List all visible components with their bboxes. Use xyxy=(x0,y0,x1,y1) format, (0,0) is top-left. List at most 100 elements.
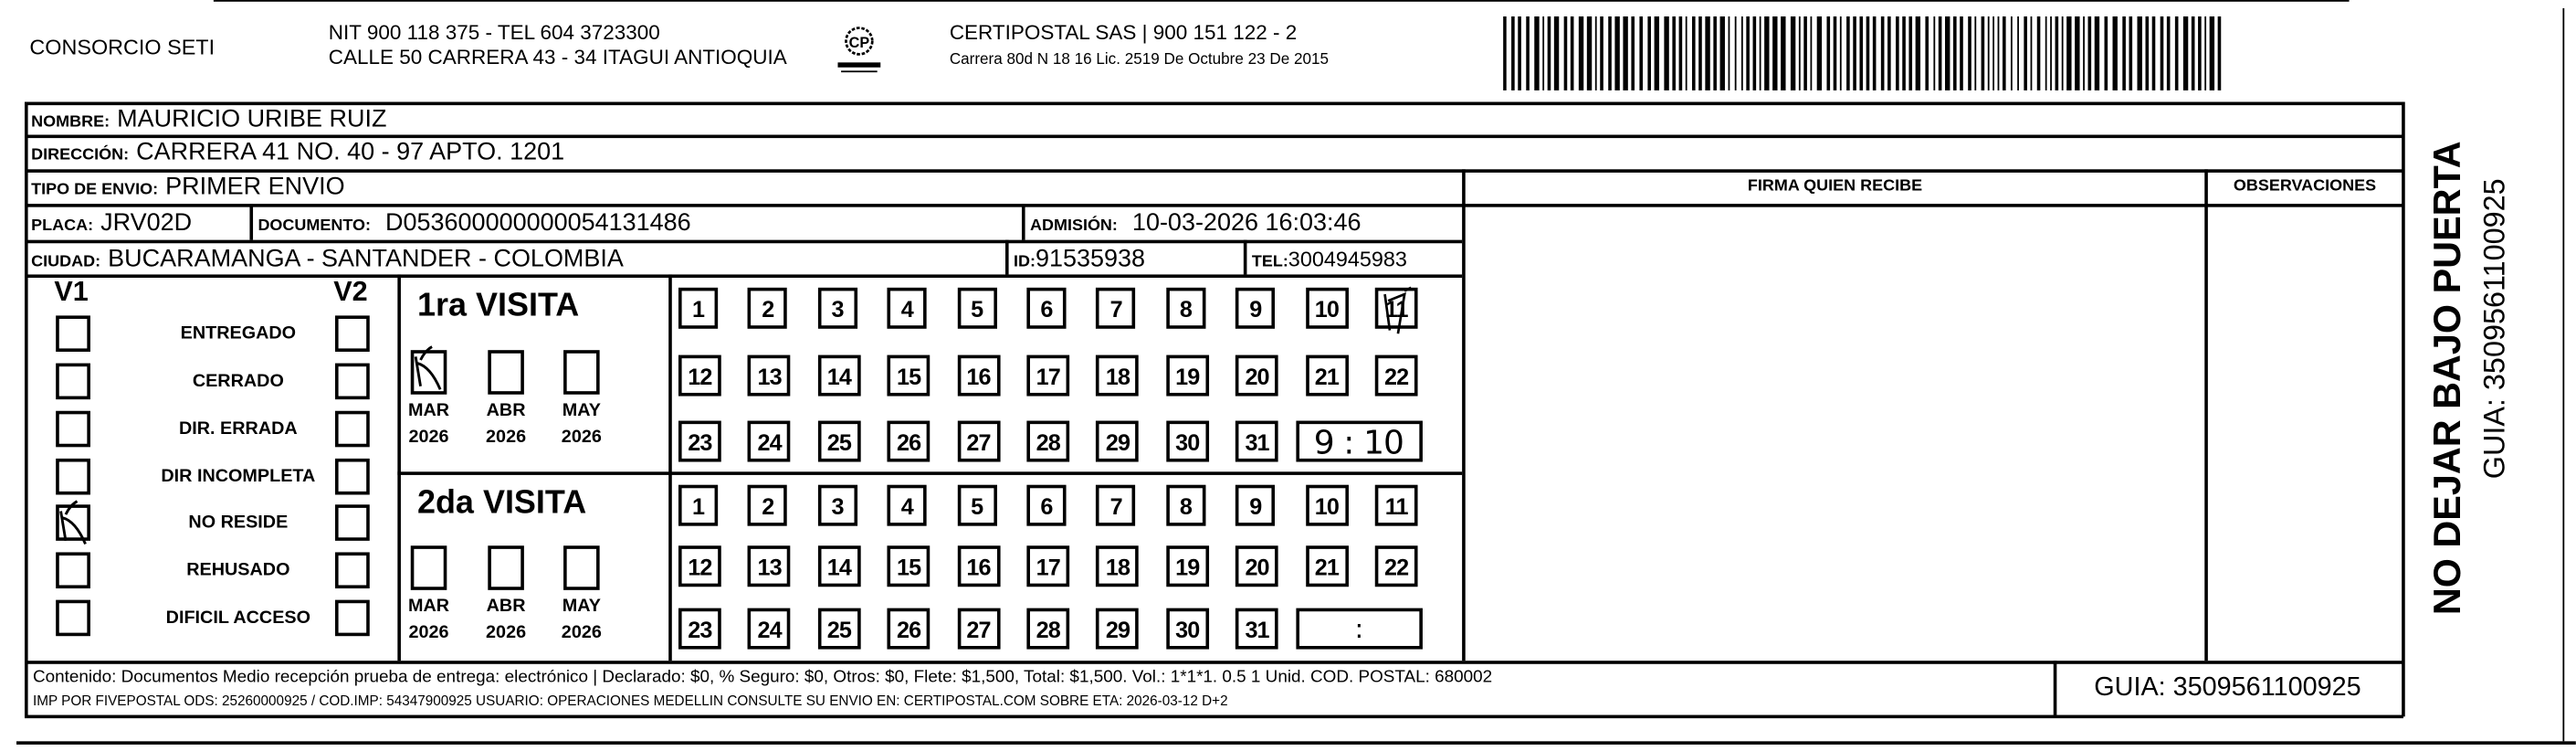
day-box[interactable]: 19 xyxy=(1165,354,1209,397)
day-box[interactable]: 4 xyxy=(887,287,927,329)
day-box[interactable]: 26 xyxy=(887,608,931,650)
day-box[interactable]: 3 xyxy=(817,484,857,526)
ciudad-field: CIUDAD: BUCARAMANGA - SANTANDER - COLOMB… xyxy=(31,245,624,274)
day-box[interactable]: 13 xyxy=(748,545,792,587)
day-box[interactable]: 24 xyxy=(748,420,792,462)
v2-checkbox[interactable] xyxy=(334,504,370,541)
day-box[interactable]: 7 xyxy=(1096,484,1136,526)
divider xyxy=(24,134,2403,139)
v1-checkbox[interactable] xyxy=(56,410,90,448)
day-box[interactable]: 19 xyxy=(1165,545,1209,587)
documento-field: DOCUMENTO: D053600000000054131486 xyxy=(258,208,690,238)
day-box[interactable]: 1 xyxy=(678,484,719,526)
time-box[interactable]: : xyxy=(1295,608,1423,650)
divider xyxy=(249,204,254,240)
day-box[interactable]: 5 xyxy=(957,484,997,526)
day-box[interactable]: 12 xyxy=(678,545,721,587)
day-box[interactable]: 6 xyxy=(1026,287,1067,329)
v2-checkbox[interactable] xyxy=(334,315,370,352)
day-box[interactable]: 27 xyxy=(957,420,1000,462)
day-box[interactable]: 2 xyxy=(748,484,788,526)
day-box[interactable]: 25 xyxy=(817,608,861,650)
day-box[interactable]: 21 xyxy=(1305,354,1349,397)
month-checkbox[interactable] xyxy=(410,345,447,395)
nombre-field: NOMBRE: MAURICIO URIBE RUIZ xyxy=(31,105,386,134)
v2-checkbox[interactable] xyxy=(334,458,370,495)
day-box[interactable]: 7 xyxy=(1096,287,1136,329)
month-checkbox[interactable] xyxy=(488,350,524,395)
v2-checkbox[interactable] xyxy=(334,552,370,589)
observaciones-area[interactable] xyxy=(2208,206,2399,660)
day-box[interactable]: 30 xyxy=(1165,420,1209,462)
day-box[interactable]: 18 xyxy=(1096,354,1140,397)
firma-header: FIRMA QUIEN RECIBE xyxy=(1747,177,1923,196)
month-checkbox[interactable] xyxy=(410,545,447,590)
day-box[interactable]: 29 xyxy=(1096,420,1140,462)
day-box[interactable]: 20 xyxy=(1235,545,1278,587)
day-box[interactable]: 9 xyxy=(1235,287,1276,329)
day-box[interactable]: 30 xyxy=(1165,608,1209,650)
day-box[interactable]: 20 xyxy=(1235,354,1278,397)
day-box[interactable]: 12 xyxy=(678,354,721,397)
month-checkbox[interactable] xyxy=(563,350,600,395)
visit-title: 1ra VISITA xyxy=(416,287,580,324)
day-box[interactable]: 14 xyxy=(817,545,861,587)
status-label: ENTREGADO xyxy=(180,323,297,344)
day-box[interactable]: 22 xyxy=(1374,545,1418,587)
day-box[interactable]: 6 xyxy=(1026,484,1067,526)
v2-checkbox[interactable] xyxy=(334,410,370,448)
day-box[interactable]: 15 xyxy=(887,545,931,587)
day-box[interactable]: 2 xyxy=(748,287,788,329)
day-box[interactable]: 26 xyxy=(887,420,931,462)
v1-checkbox[interactable] xyxy=(56,315,90,352)
v1-checkbox[interactable] xyxy=(56,500,90,545)
day-box[interactable]: 4 xyxy=(887,484,927,526)
footer-contents: Contenido: Documentos Medio recepción pr… xyxy=(32,667,1493,687)
day-box[interactable]: 27 xyxy=(957,608,1000,650)
month-checkbox[interactable] xyxy=(488,545,524,590)
day-box[interactable]: 24 xyxy=(748,608,792,650)
day-box[interactable]: 3 xyxy=(817,287,857,329)
day-box[interactable]: 10 xyxy=(1305,484,1349,526)
day-box[interactable]: 21 xyxy=(1305,545,1349,587)
day-box[interactable]: 10 xyxy=(1305,287,1349,329)
v2-checkbox[interactable] xyxy=(334,363,370,400)
day-box[interactable]: 13 xyxy=(748,354,792,397)
day-box[interactable]: 31 xyxy=(1235,608,1278,650)
day-box[interactable]: 5 xyxy=(957,287,997,329)
day-box[interactable]: 1 xyxy=(678,287,719,329)
time-box[interactable]: 9 : 10 xyxy=(1295,420,1423,462)
v1-checkbox[interactable] xyxy=(56,552,90,589)
signature-area[interactable] xyxy=(1466,206,2202,660)
barcode-icon xyxy=(1503,16,2222,90)
v1-checkbox[interactable] xyxy=(56,363,90,400)
v1-checkbox[interactable] xyxy=(56,599,90,637)
day-box[interactable]: 31 xyxy=(1235,420,1278,462)
v2-checkbox[interactable] xyxy=(334,599,370,637)
day-box[interactable]: 16 xyxy=(957,354,1000,397)
day-box[interactable]: 23 xyxy=(678,608,721,650)
day-box[interactable]: 22 xyxy=(1374,354,1418,397)
day-box[interactable]: 8 xyxy=(1165,484,1206,526)
day-box[interactable]: 15 xyxy=(887,354,931,397)
day-box[interactable]: 9 xyxy=(1235,484,1276,526)
day-box[interactable]: 25 xyxy=(817,420,861,462)
day-box[interactable]: 8 xyxy=(1165,287,1206,329)
day-box[interactable]: 23 xyxy=(678,420,721,462)
day-box[interactable]: 29 xyxy=(1096,608,1140,650)
day-box[interactable]: 16 xyxy=(957,545,1000,587)
v1-label: V1 xyxy=(54,276,89,308)
v1-checkbox[interactable] xyxy=(56,458,90,495)
month-checkbox[interactable] xyxy=(563,545,600,590)
month-year: 2026 xyxy=(561,427,602,448)
day-box[interactable]: 11 xyxy=(1374,484,1418,526)
day-box[interactable]: 18 xyxy=(1096,545,1140,587)
day-box[interactable]: 17 xyxy=(1026,545,1070,587)
day-box[interactable]: 11 xyxy=(1374,286,1418,334)
day-box[interactable]: 17 xyxy=(1026,354,1070,397)
divider xyxy=(1004,239,1009,275)
status-label: DIR. ERRADA xyxy=(178,418,298,439)
day-box[interactable]: 28 xyxy=(1026,608,1070,650)
day-box[interactable]: 28 xyxy=(1026,420,1070,462)
day-box[interactable]: 14 xyxy=(817,354,861,397)
